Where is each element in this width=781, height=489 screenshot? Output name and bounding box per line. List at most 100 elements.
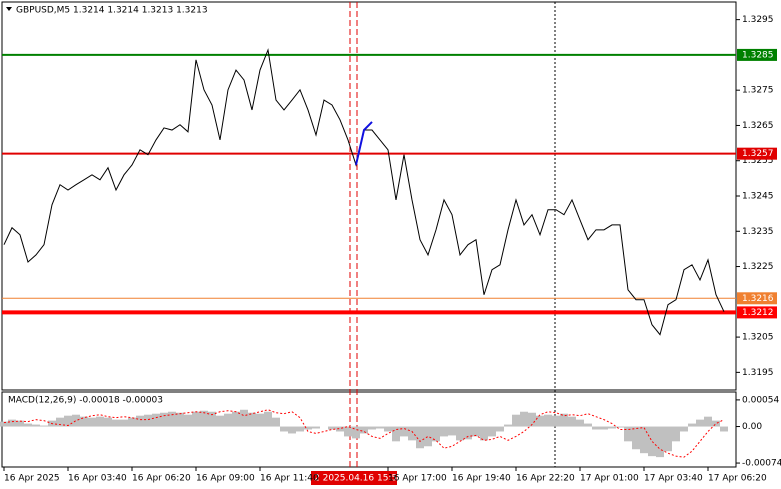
macd-bar — [368, 426, 376, 430]
macd-bar — [0, 421, 8, 427]
macd-bar — [648, 426, 656, 457]
y-tick-label: 1.3235 — [742, 227, 774, 237]
level-label-box — [737, 292, 777, 305]
macd-bar — [360, 426, 368, 434]
macd-bar — [64, 415, 72, 427]
macd-bar — [704, 416, 712, 427]
macd-bar — [240, 409, 248, 427]
macd-bar — [416, 426, 424, 449]
macd-bar — [296, 426, 304, 432]
cursor-label-box — [311, 471, 397, 485]
macd-bar — [352, 426, 360, 439]
macd-bar — [560, 413, 568, 427]
macd-bar — [16, 420, 24, 427]
macd-bar — [632, 426, 640, 450]
macd-bar — [672, 426, 680, 442]
macd-bar — [536, 415, 544, 427]
macd-bar — [216, 415, 224, 427]
signal-line — [3, 409, 725, 458]
macd-bar — [496, 426, 504, 432]
macd-bar — [160, 412, 168, 427]
macd-bar — [96, 416, 104, 427]
macd-bar — [472, 426, 480, 437]
macd-bar — [408, 426, 416, 441]
macd-bar — [664, 426, 672, 452]
level-label: 1.3285 — [742, 50, 774, 60]
y-tick-label: 1.3195 — [742, 368, 774, 378]
macd-title: MACD(12,26,9) -0.00018 -0.00003 — [8, 396, 163, 406]
macd-bar — [80, 416, 88, 427]
x-tick-label: 16 Apr 03:40 — [68, 474, 127, 484]
macd-bar — [544, 414, 552, 427]
macd-bar — [384, 426, 392, 432]
macd-bar — [440, 426, 448, 437]
macd-bar — [168, 411, 176, 427]
y-tick-label: 0.00054 — [742, 395, 779, 405]
macd-bar — [184, 414, 192, 427]
macd-bar — [288, 426, 296, 434]
macd-bar — [512, 414, 520, 427]
macd-bar — [568, 416, 576, 427]
macd-bar — [232, 411, 240, 427]
menu-arrow — [6, 7, 12, 11]
macd-bar — [456, 426, 464, 441]
macd-bar — [40, 425, 48, 427]
macd-bar — [56, 417, 64, 427]
macd-bar — [32, 424, 40, 427]
macd-bar — [88, 417, 96, 427]
level-label: 1.3212 — [742, 308, 774, 318]
macd-bar — [528, 412, 536, 427]
y-tick-label: 1.3245 — [742, 192, 774, 202]
macd-bar — [144, 414, 152, 427]
y-tick-label: 0.00 — [742, 422, 762, 432]
macd-bar — [344, 426, 352, 437]
level-label: 1.3216 — [742, 294, 774, 304]
y-tick-label: 1.3225 — [742, 262, 774, 272]
x-tick-label: 17 Apr 01:00 — [580, 474, 639, 484]
macd-bar — [304, 426, 312, 430]
macd-bar — [584, 423, 592, 427]
macd-bar — [112, 419, 120, 427]
y-tick-label: 1.3255 — [742, 156, 774, 166]
price-line — [355, 121, 373, 166]
macd-bar — [448, 426, 456, 436]
macd-bar — [696, 419, 704, 427]
macd-bar — [128, 417, 136, 427]
x-tick-label: 16 Apr 2025 — [4, 474, 60, 484]
level-label: 1.3257 — [742, 149, 774, 159]
macd-bar — [656, 426, 664, 458]
x-tick-label: 16 Apr 11:40 — [260, 474, 319, 484]
macd-bar — [616, 426, 624, 428]
chart-title: GBPUSD,M5 1.3214 1.3214 1.3213 1.3213 — [16, 6, 208, 16]
macd-bar — [272, 417, 280, 427]
macd-bar — [608, 426, 616, 429]
macd-bar — [464, 426, 472, 440]
macd-bar — [520, 411, 528, 427]
y-tick-label: 1.3275 — [742, 86, 774, 96]
macd-bar — [152, 413, 160, 427]
macd-bar — [176, 412, 184, 427]
macd-bar — [392, 426, 400, 442]
macd-bar — [72, 414, 80, 427]
macd-bar — [552, 415, 560, 427]
macd-bar — [208, 411, 216, 427]
x-tick-label: 16 Apr 19:40 — [452, 474, 511, 484]
macd-bar — [224, 413, 232, 427]
macd-bar — [624, 426, 632, 442]
macd-bar — [720, 426, 728, 432]
macd-bar — [688, 423, 696, 427]
macd-bar — [200, 410, 208, 427]
macd-bar — [120, 419, 128, 427]
cursor-label: 2 2025.04.16 15:50 — [314, 474, 403, 484]
x-tick-label: 16 Apr 06:20 — [132, 474, 191, 484]
macd-bar — [480, 426, 488, 441]
macd-bar — [192, 411, 200, 427]
macd-bar — [424, 426, 432, 447]
macd-bar — [488, 426, 496, 437]
macd-bar — [248, 412, 256, 427]
macd-bar — [256, 413, 264, 427]
x-tick-label: 16 Apr 09:00 — [196, 474, 255, 484]
y-tick-label: 1.3265 — [742, 121, 774, 131]
